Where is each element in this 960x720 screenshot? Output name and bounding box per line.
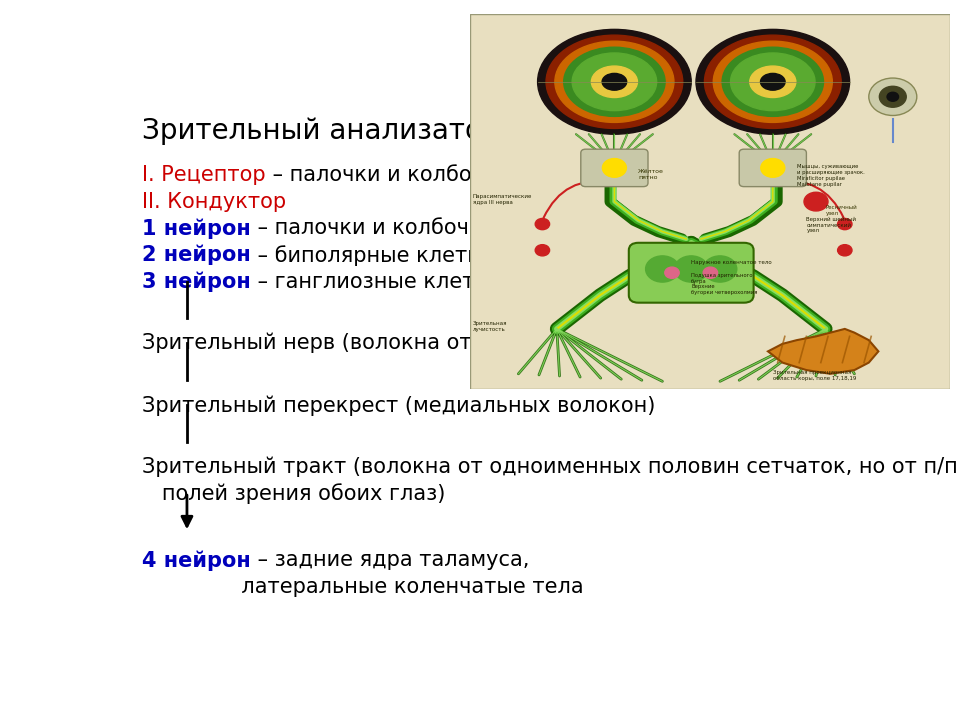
Ellipse shape	[696, 30, 850, 134]
Polygon shape	[768, 329, 878, 374]
Circle shape	[837, 218, 852, 230]
FancyBboxPatch shape	[108, 77, 876, 650]
Text: – палочки и колбочки: – палочки и колбочки	[252, 218, 495, 238]
Circle shape	[760, 158, 784, 177]
Circle shape	[879, 86, 906, 107]
Ellipse shape	[722, 48, 824, 117]
Ellipse shape	[731, 53, 815, 111]
Text: Зрительный нерв (волокна от одного глаза): Зрительный нерв (волокна от одного глаза…	[142, 333, 632, 353]
Text: I. Рецептор: I. Рецептор	[142, 165, 266, 185]
Circle shape	[674, 256, 708, 282]
Ellipse shape	[750, 66, 796, 97]
Circle shape	[887, 92, 899, 102]
Text: Ресничный
узел: Ресничный узел	[826, 205, 857, 216]
Text: полей зрения обоих глаз): полей зрения обоих глаз)	[142, 483, 445, 503]
Ellipse shape	[538, 30, 691, 134]
Text: Наружное коленчатое тело: Наружное коленчатое тело	[691, 260, 772, 265]
Text: Парасимпатические
ядра III нерва: Парасимпатические ядра III нерва	[472, 194, 532, 205]
FancyBboxPatch shape	[470, 14, 950, 389]
Ellipse shape	[572, 53, 657, 111]
Text: Зрительная
лучистость: Зрительная лучистость	[472, 321, 507, 332]
Text: Подушка зрительного
бугра
Верхние
бугорки четверохолмия: Подушка зрительного бугра Верхние бугорк…	[691, 273, 757, 295]
Ellipse shape	[591, 66, 637, 97]
Text: 4 нейрон: 4 нейрон	[142, 550, 252, 571]
Circle shape	[603, 158, 626, 177]
Circle shape	[645, 256, 679, 282]
Circle shape	[535, 245, 549, 256]
Circle shape	[535, 218, 549, 230]
Circle shape	[664, 267, 680, 279]
Circle shape	[869, 78, 917, 115]
FancyBboxPatch shape	[629, 243, 754, 302]
Ellipse shape	[546, 35, 683, 128]
Text: – палочки и колбочки.: – палочки и колбочки.	[266, 165, 516, 185]
Text: – биполярные клетки: – биполярные клетки	[252, 245, 493, 266]
Text: Верхний шейный
симпатический
узел: Верхний шейный симпатический узел	[806, 217, 856, 233]
Ellipse shape	[713, 41, 832, 122]
Text: II. Кондуктор: II. Кондуктор	[142, 192, 286, 212]
Text: Зрительный тракт (волокна от одноименных половин сетчаток, но от п/п: Зрительный тракт (волокна от одноименных…	[142, 456, 958, 477]
Text: 2 нейрон: 2 нейрон	[142, 245, 252, 266]
Text: 3 нейрон: 3 нейрон	[142, 271, 252, 292]
Text: Зрительный анализатор: Зрительный анализатор	[142, 117, 500, 145]
Ellipse shape	[760, 73, 785, 90]
Ellipse shape	[602, 73, 627, 90]
Text: – ганглиозные клетки: – ганглиозные клетки	[252, 271, 501, 292]
Text: Жёлтое
пятно: Жёлтое пятно	[638, 169, 664, 180]
Circle shape	[804, 192, 828, 211]
Ellipse shape	[705, 35, 841, 128]
Text: Зрительный перекрест (медиальных волокон): Зрительный перекрест (медиальных волокон…	[142, 395, 656, 415]
Text: – задние ядра таламуса,: – задние ядра таламуса,	[252, 550, 530, 570]
Ellipse shape	[555, 41, 674, 122]
FancyBboxPatch shape	[739, 149, 806, 186]
FancyBboxPatch shape	[581, 149, 648, 186]
Circle shape	[703, 256, 737, 282]
Ellipse shape	[564, 48, 665, 117]
Text: 1 нейрон: 1 нейрон	[142, 218, 252, 239]
Text: латеральные коленчатые тела: латеральные коленчатые тела	[142, 577, 584, 597]
Text: Мышцы, суживающие
и расширяющие зрачок.
Miraficitor pupilae
Maibtane pupilar: Мышцы, суживающие и расширяющие зрачок. …	[797, 164, 865, 186]
Circle shape	[703, 267, 718, 279]
Text: Зрительная проекционная
область коры, поле 17,18,19: Зрительная проекционная область коры, по…	[773, 370, 856, 381]
Circle shape	[837, 245, 852, 256]
